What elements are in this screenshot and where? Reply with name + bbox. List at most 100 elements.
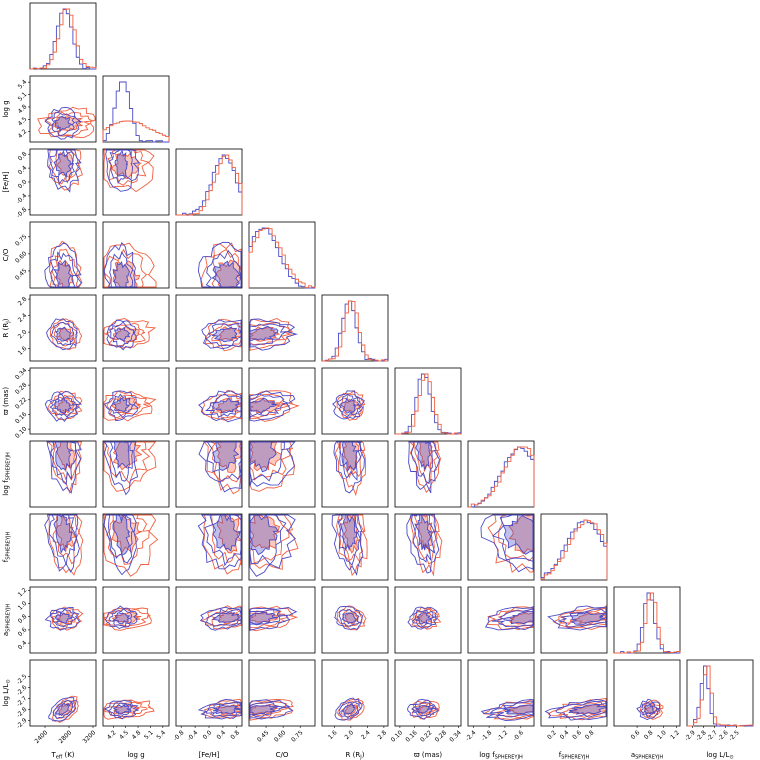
x-axis-label-f: fSPHEREYJH [559,751,590,760]
contour-blue-level-0 [103,514,137,576]
y-axis-label-logg: log g [2,100,10,117]
contour-blue-level-1 [50,322,75,346]
y-tick-label-a: 0.6 [17,626,29,638]
contour-blue-level-2 [112,514,131,555]
contour-blue-level-2 [112,612,131,625]
contour-blue-level-2 [568,704,607,716]
contour-blue-level-1 [338,609,361,627]
contour-blue-level-1 [48,514,77,566]
contour-panel-teff-logf [29,440,97,508]
x-axis-label-a: aSPHEREYJH [631,751,664,760]
contour-panel-logg-logl [102,659,170,727]
x-axis-label-radius: R (RJ) [346,751,365,760]
contour-blue-level-2 [249,514,279,556]
contour-panel-co-logf [248,440,316,508]
contour-red-level-2 [111,611,142,623]
contour-panel-logg-a [102,586,170,654]
y-tick-label-plx: 0.34 [14,367,29,382]
x-tick-label-f: 0.6 [571,729,583,741]
contour-blue-level-2 [415,441,431,472]
contour-blue-level-2 [212,612,241,623]
contour-blue-level-1 [108,608,133,628]
contour-blue-level-1 [336,393,362,419]
contour-panel-radius-logf [321,440,389,508]
contour-blue-level-0 [332,390,365,420]
contour-blue-level-1 [558,608,607,628]
contour-red-level-0 [103,699,155,720]
contour-red-level-2 [248,326,281,342]
x-tick-label-plx: 0.16 [404,729,419,744]
contour-blue-level-2 [54,326,72,342]
hist-plx-blue [395,373,462,435]
x-tick-label-logg: 5.4 [155,729,167,741]
contour-blue-level-0 [201,319,242,350]
contour-blue-level-2 [643,704,655,714]
x-tick-label-logl: -2.5 [728,729,741,742]
contour-blue-level-1 [109,393,135,418]
contour-blue-level-1 [204,514,242,567]
x-tick-label-plx: 0.28 [434,729,449,744]
x-tick-label-a: 0.6 [630,729,642,741]
contour-panel-logg-f [102,513,170,581]
contour-panel-logg-logf [102,440,170,508]
contour-red-level-0 [47,390,83,421]
contour-blue-level-1 [337,514,361,567]
contour-panel-plx-f [394,513,462,581]
contour-panel-a-logl [613,659,681,727]
contour-blue-level-1 [338,701,359,719]
contour-blue-level-0 [103,699,140,720]
hist-panel-logf [467,440,535,508]
x-tick-label-radius: 1.6 [327,729,339,741]
contour-blue-level-2 [340,397,358,414]
contour-red-level-1 [104,323,146,347]
hist-panel-a [613,586,681,654]
contour-blue-level-0 [547,605,607,631]
hist-radius-red [322,300,388,362]
contour-panel-plx-a [394,586,462,654]
y-tick-label-a: 0.8 [17,613,29,625]
x-tick-label-f: 0.2 [546,729,558,741]
y-tick-label-radius: 2.0 [17,328,29,340]
contour-blue-level-1 [492,514,534,562]
contour-red-level-1 [43,111,94,137]
contour-red-level-2 [50,116,84,132]
contour-blue-level-1 [338,441,362,482]
y-tick-label-radius: 2.4 [17,312,29,324]
contour-red-level-0 [103,149,155,193]
x-tick-label-co: 0.45 [256,729,271,744]
hist-panel-plx [394,367,462,435]
contour-panel-teff-f [29,513,97,581]
y-tick-label-a: 1.0 [17,600,29,612]
contour-blue-level-1 [411,514,436,563]
contour-panel-feh-co [175,221,243,289]
contour-red-level-1 [208,322,242,347]
contour-blue-level-2 [53,150,74,180]
y-tick-label-plx: 0.16 [14,411,29,426]
y-axis-label-logl: log L/L⊙ [2,679,12,706]
contour-panel-feh-a [175,586,243,654]
y-tick-label-logl: -2.6 [15,684,28,697]
contour-panel-feh-radius [175,294,243,362]
hist-logg-blue [102,81,169,143]
contour-blue-level-2 [212,441,240,472]
x-tick-label-teff: 2400 [33,729,49,745]
contour-blue-level-2 [341,612,357,625]
contour-blue-level-2 [112,397,131,413]
y-tick-label-feh: -0.8 [15,206,28,219]
contour-red-level-2 [56,397,75,415]
contour-panel-feh-f [175,513,243,581]
y-tick-label-logl: -2.7 [15,695,28,708]
contour-blue-level-2 [54,115,74,133]
contour-blue-level-2 [414,514,433,551]
hist-f-blue [540,519,608,580]
contour-blue-level-1 [49,608,77,628]
y-tick-label-logg: 4.8 [17,103,29,115]
hist-logf-blue [468,446,535,508]
contour-panel-logf-a [467,586,535,654]
hist-co-red [248,227,316,289]
contour-blue-level-0 [46,318,78,351]
y-axis-label-radius: R (RJ) [2,318,12,337]
contour-red-level-1 [52,149,80,185]
contour-red-level-1 [106,514,150,565]
